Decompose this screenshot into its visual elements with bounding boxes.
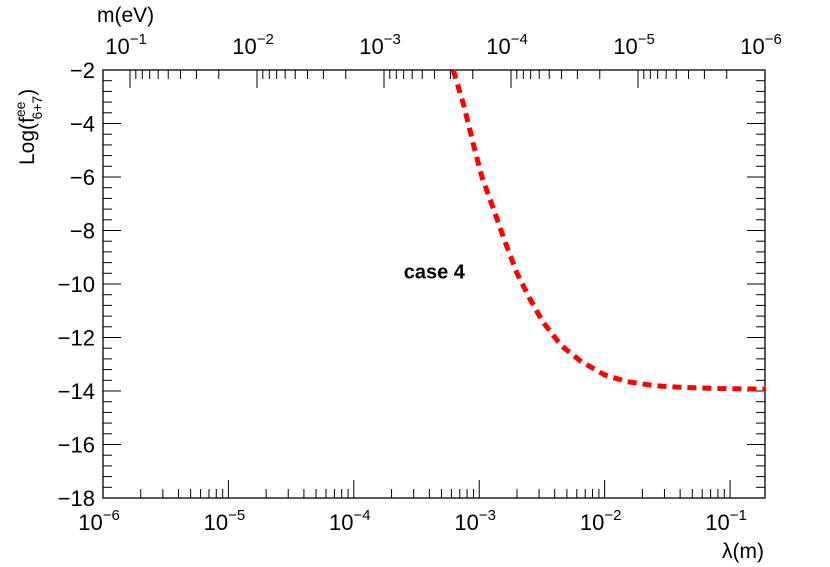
series-curve — [450, 69, 766, 392]
plot-border — [102, 69, 766, 499]
y-tick-label: −2 — [70, 58, 95, 83]
top-tick-label: 10−2 — [232, 31, 274, 59]
top-tick-label: 10−6 — [740, 31, 782, 59]
y-axis-title: Log(fee6+7) — [12, 89, 45, 165]
x-tick-label: 10−6 — [78, 507, 120, 535]
top-tick-label: 10−4 — [486, 31, 528, 59]
y-tick-label: −10 — [58, 272, 95, 297]
y-tick-label: −6 — [70, 165, 95, 190]
y-axis-title-main: Log(f — [16, 117, 39, 165]
y-tick-label: −16 — [58, 433, 95, 458]
axis-ticks — [102, 69, 766, 499]
curves — [450, 69, 766, 392]
x-tick-label: 10−4 — [329, 507, 371, 535]
y-tick-label: −12 — [58, 326, 95, 351]
y-tick-label: −4 — [70, 112, 95, 137]
y-tick-label: −8 — [70, 219, 95, 244]
x-tick-label: 10−1 — [705, 507, 747, 535]
y-axis-title-sup: ee — [12, 101, 28, 117]
top-tick-label: 10−5 — [613, 31, 655, 59]
x-axis-title: λ(m) — [722, 540, 764, 563]
y-tick-label: −14 — [58, 379, 95, 404]
y-tick-label: −18 — [58, 486, 95, 511]
y-axis-title-sub: 6+7 — [29, 96, 45, 120]
top-tick-label: 10−3 — [359, 31, 401, 59]
top-axis-title: m(eV) — [97, 4, 154, 27]
annotation-case-4: case 4 — [404, 262, 466, 284]
x-tick-label: 10−5 — [204, 507, 246, 535]
x-tick-label: 10−2 — [580, 507, 622, 535]
x-tick-label: 10−3 — [454, 507, 496, 535]
top-tick-label: 10−1 — [105, 31, 147, 59]
y-axis-title-close: ) — [16, 89, 39, 96]
plot-frame — [102, 69, 766, 499]
svg-text:Log(fee6+7): Log(fee6+7) — [12, 89, 45, 165]
tick-labels: 10−6 10−5 10−4 10−3 10−2 10−1 10−1 10−2 10−3 10−4… — [58, 31, 782, 535]
